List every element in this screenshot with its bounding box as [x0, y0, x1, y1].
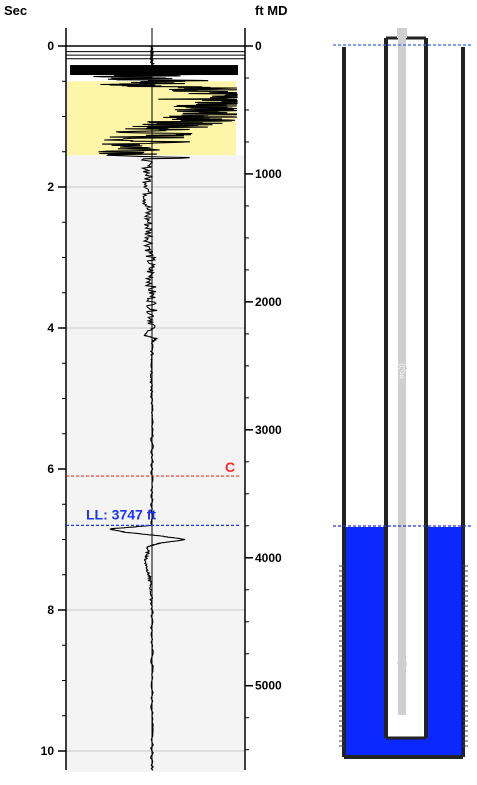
right-tick-label: 1000 — [255, 167, 282, 181]
question-mark-2: ? — [396, 657, 408, 679]
left-tick-label: 8 — [47, 603, 54, 617]
left-axis-ticks: 0 2 4 6 8 10 — [41, 39, 66, 758]
marker-label: LL: 3747 ft — [86, 506, 156, 522]
right-tick-label: 4000 — [255, 551, 282, 565]
right-tick-label: 3000 — [255, 423, 282, 437]
early-reflection-band — [70, 65, 238, 75]
left-axis-label: Sec — [4, 3, 27, 18]
left-tick-label: 10 — [41, 744, 55, 758]
right-tick-label: 5000 — [255, 679, 282, 693]
right-tick-label: 0 — [255, 39, 262, 53]
marker-label: C — [225, 459, 235, 475]
left-tick-label: 4 — [47, 321, 54, 335]
left-tick-label: 2 — [47, 180, 54, 194]
left-tick-label: 0 — [47, 39, 54, 53]
right-tick-label: 2000 — [255, 295, 282, 309]
right-axis-label: ft MD — [255, 3, 288, 18]
wellbore-diagram: ? ? — [333, 28, 473, 757]
right-axis-ticks: 0 1000 2000 3000 4000 5000 — [245, 39, 282, 750]
tubing-air — [388, 38, 426, 738]
lower-shaded-region — [66, 155, 245, 772]
question-mark-1: ? — [396, 361, 408, 383]
rod-top — [397, 28, 407, 38]
left-tick-label: 6 — [47, 462, 54, 476]
